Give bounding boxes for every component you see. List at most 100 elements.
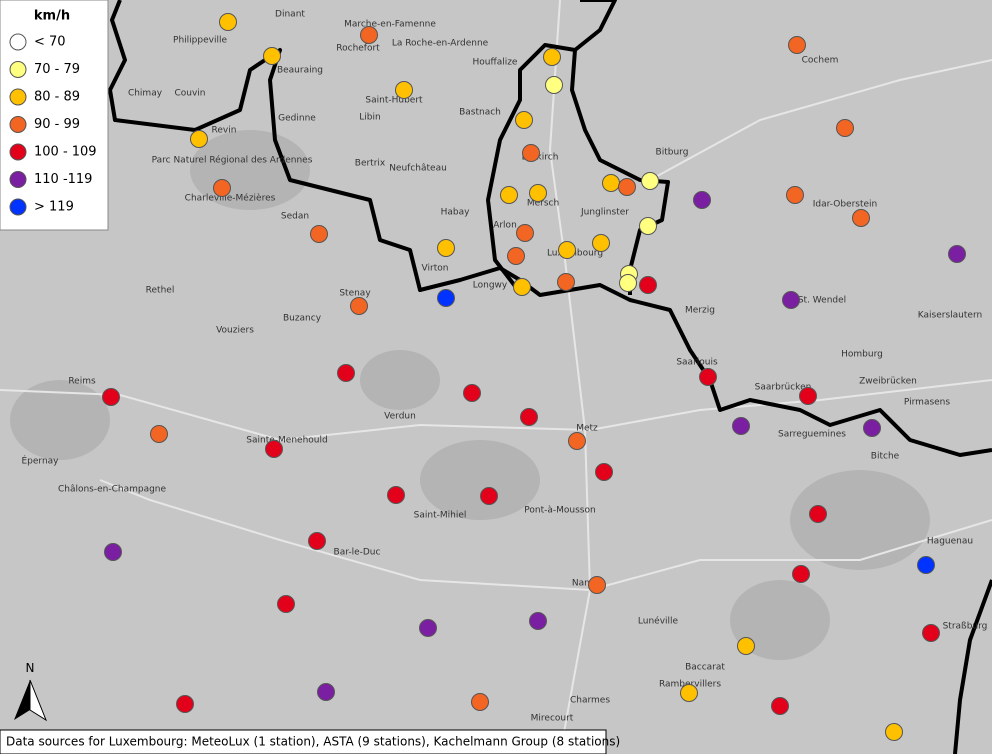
station <box>852 209 870 227</box>
station <box>922 624 940 642</box>
place-label: Mersch <box>527 199 559 209</box>
station <box>317 683 335 701</box>
north-label: N <box>26 661 35 675</box>
station <box>213 179 231 197</box>
station <box>515 111 533 129</box>
legend-label: < 70 <box>34 35 66 50</box>
legend-label: 70 - 79 <box>34 62 80 77</box>
place-label: Verdun <box>384 412 416 422</box>
station <box>595 463 613 481</box>
station <box>500 186 518 204</box>
station <box>792 565 810 583</box>
place-label: Pont-à-Mousson <box>524 506 595 516</box>
station <box>699 368 717 386</box>
station <box>786 186 804 204</box>
station <box>639 276 657 294</box>
legend-swatch <box>9 61 27 78</box>
legend-title: km/h <box>34 9 70 24</box>
station <box>557 273 575 291</box>
place-label: Mirecourt <box>531 714 574 724</box>
legend-swatch <box>9 88 27 106</box>
station <box>693 191 711 209</box>
place-label: Habay <box>441 208 471 218</box>
place-label: Straßburg <box>943 622 988 632</box>
station <box>219 13 237 31</box>
station <box>277 595 295 613</box>
place-label: Libin <box>359 113 380 123</box>
station <box>529 184 547 202</box>
place-label: Pirmasens <box>904 398 950 408</box>
station <box>602 174 620 192</box>
place-label: Diekirch <box>522 153 559 163</box>
station <box>265 440 283 458</box>
station <box>437 289 455 307</box>
place-label: Idar-Oberstein <box>813 200 878 210</box>
station <box>680 684 698 702</box>
place-label: Beauraing <box>277 66 323 76</box>
station <box>387 486 405 504</box>
place-label: Baccarat <box>685 663 725 673</box>
station <box>507 247 525 265</box>
legend-label: 100 - 109 <box>34 145 97 160</box>
legend-items: < 70 70 - 79 80 - 89 90 - 99 100 - 109 110 -1… <box>9 33 97 216</box>
legend: km/h < 70 70 - 79 80 - 89 90 - 99 100 - 109 1… <box>0 0 109 231</box>
station <box>480 487 498 505</box>
place-label: Bertrix <box>355 159 386 169</box>
legend-swatch <box>9 116 27 133</box>
place-label: Charleville-Mézières <box>185 193 276 204</box>
station <box>104 543 122 561</box>
station <box>350 297 368 315</box>
place-label: Saint-Hubert <box>365 96 423 106</box>
legend-label: 80 - 89 <box>34 90 80 105</box>
station <box>176 695 194 713</box>
station <box>809 505 827 523</box>
place-label: Kaiserslautern <box>918 311 982 321</box>
legend-label: 90 - 99 <box>34 117 80 132</box>
station <box>618 178 636 196</box>
place-label: Bitburg <box>656 148 689 158</box>
place-label: Virton <box>422 264 449 274</box>
station <box>529 612 547 630</box>
station <box>863 419 881 437</box>
station <box>732 417 750 435</box>
station <box>522 144 540 162</box>
station <box>788 36 806 54</box>
place-label: Parc Naturel Régional des Ardennes <box>152 155 313 166</box>
place-label: Cochem <box>802 56 839 66</box>
station <box>395 81 413 99</box>
legend-swatch <box>9 198 27 216</box>
place-label: Neufchâteau <box>389 164 447 174</box>
footer: Data sources for Luxembourg: MeteoLux (1… <box>6 735 620 749</box>
legend-swatch <box>9 143 27 161</box>
place-label: Charmes <box>570 696 610 706</box>
legend-label: 110 -119 <box>34 172 92 187</box>
place-label: Sainte-Menehould <box>246 436 327 446</box>
place-label: Junglinster <box>580 208 629 218</box>
station <box>463 384 481 402</box>
station <box>308 532 326 550</box>
station <box>437 239 455 257</box>
station <box>310 225 328 243</box>
place-label: Marche-en-Famenne <box>344 20 436 30</box>
stations <box>102 13 966 741</box>
station <box>948 245 966 263</box>
station <box>337 364 355 382</box>
station <box>568 432 586 450</box>
station <box>516 224 534 242</box>
station <box>471 693 489 711</box>
station <box>513 278 531 296</box>
place-label: Rochefort <box>336 44 380 54</box>
place-label: Arlon <box>493 221 517 231</box>
place-label: Épernay <box>21 455 59 467</box>
station <box>543 48 561 66</box>
place-label: La Roche-en-Ardenne <box>392 39 489 49</box>
place-label: Chimay <box>128 89 163 99</box>
legend-swatch <box>9 33 27 51</box>
station <box>520 408 538 426</box>
place-label: Couvin <box>174 89 205 99</box>
place-label: Châlons-en-Champagne <box>58 485 167 495</box>
station <box>360 26 378 44</box>
place-label: Reims <box>68 377 96 387</box>
place-label: Saint-Mihiel <box>414 511 467 521</box>
